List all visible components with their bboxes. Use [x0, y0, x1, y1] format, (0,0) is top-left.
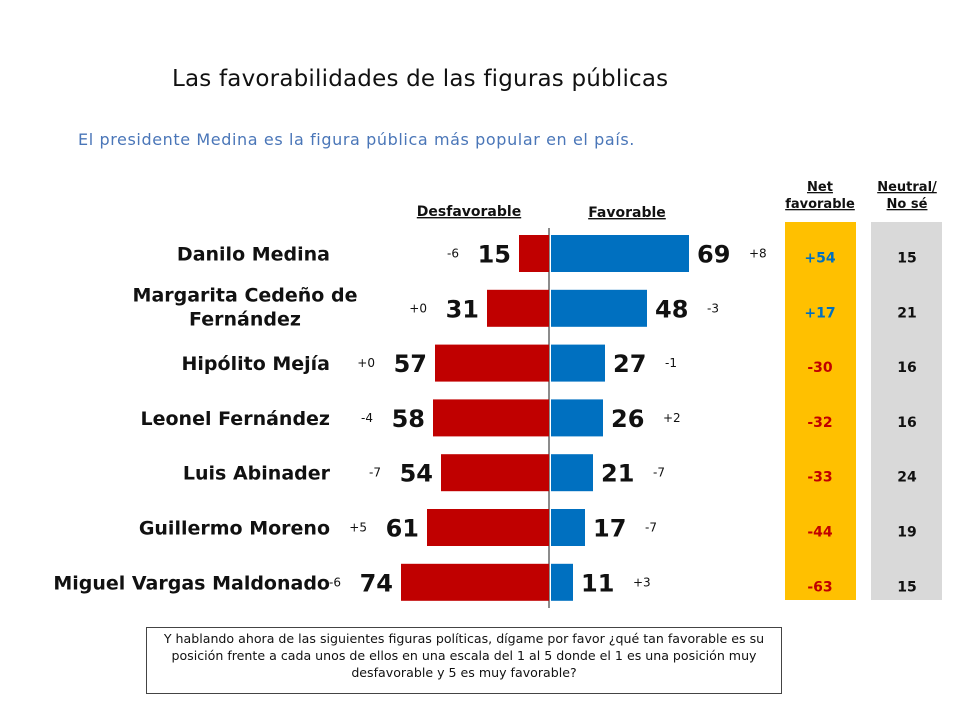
candidate-name: Hipólito Mejía — [182, 353, 330, 375]
candidate-name: Miguel Vargas Maldonado — [53, 572, 330, 594]
change-unfavorable: -6 — [447, 247, 459, 261]
change-unfavorable: -4 — [361, 411, 373, 425]
candidate-name-line: Leonel Fernández — [141, 408, 330, 430]
bar-favorable — [551, 344, 605, 382]
value-unfavorable: 54 — [400, 460, 433, 488]
net-favorable-value: +54 — [804, 251, 835, 267]
value-favorable: 26 — [611, 405, 644, 433]
neutral-value: 15 — [897, 251, 916, 267]
candidate-name-line: Fernández — [189, 308, 301, 330]
column-headers: Desfavorable Favorable Net favorable Neutral… — [417, 180, 937, 221]
bar-favorable — [551, 399, 603, 437]
candidate-name: Leonel Fernández — [141, 408, 330, 430]
candidate-name: Guillermo Moreno — [139, 518, 330, 540]
value-favorable: 11 — [581, 569, 614, 597]
chart-row: Margarita Cedeño de Fernández 31 +0 48 -3 +17 2… — [133, 284, 917, 330]
header-favorable: Favorable — [588, 205, 666, 221]
header-neutral-line: No sé — [887, 197, 928, 212]
change-favorable: +8 — [749, 247, 767, 261]
change-favorable: -7 — [645, 521, 657, 535]
bar-unfavorable — [435, 344, 549, 382]
chart-row: Luis Abinader 54 -7 21 -7 -33 24 — [183, 454, 917, 492]
change-unfavorable: +5 — [349, 521, 367, 535]
value-unfavorable: 31 — [446, 295, 479, 323]
bar-unfavorable — [433, 399, 549, 437]
question-footnote: Y hablando ahora de las siguientes figur… — [146, 627, 782, 694]
neutral-value: 16 — [897, 360, 916, 376]
value-favorable: 21 — [601, 460, 634, 488]
candidate-name-line: Luis Abinader — [183, 463, 331, 485]
chart-row: Hipólito Mejía 57 +0 27 -1 -30 16 — [182, 344, 917, 382]
neutral-value: 24 — [897, 470, 917, 486]
chart-row: Miguel Vargas Maldonado 74 -6 11 +3 -63 15 — [53, 563, 917, 601]
value-unfavorable: 57 — [394, 350, 427, 378]
change-unfavorable: +0 — [409, 301, 427, 315]
neutral-panel — [871, 222, 942, 600]
change-favorable: -3 — [707, 301, 719, 315]
candidate-name-line: Miguel Vargas Maldonado — [53, 572, 330, 594]
change-favorable: +2 — [663, 411, 681, 425]
candidate-name: Luis Abinader — [183, 463, 331, 485]
bar-favorable — [551, 289, 647, 327]
side-panels — [785, 222, 942, 600]
candidate-name-line: Margarita Cedeño de — [133, 284, 358, 306]
chart-subtitle: El presidente Medina es la figura públic… — [78, 130, 635, 149]
header-net-favorable: Net favorable — [785, 180, 855, 212]
bar-favorable — [551, 454, 593, 492]
change-favorable: -1 — [665, 356, 677, 370]
neutral-value: 19 — [897, 525, 916, 541]
value-unfavorable: 61 — [386, 515, 419, 543]
chart-title: Las favorabilidades de las figuras públi… — [172, 66, 669, 92]
change-unfavorable: -7 — [369, 466, 381, 480]
change-favorable: +3 — [633, 575, 651, 589]
candidate-name: Danilo Medina — [177, 244, 330, 266]
header-neutral: Neutral/No sé — [877, 180, 937, 212]
header-net-line: favorable — [785, 197, 855, 212]
net-panel — [785, 222, 856, 600]
bar-unfavorable — [441, 454, 549, 492]
net-favorable-value: -32 — [807, 415, 832, 431]
bar-unfavorable — [427, 509, 549, 546]
bar-favorable — [551, 563, 573, 601]
net-favorable-value: -63 — [807, 579, 832, 595]
header-net-line: Net — [807, 180, 833, 195]
candidate-name: Margarita Cedeño de Fernández — [133, 284, 358, 330]
net-favorable-value: -33 — [807, 470, 832, 486]
chart-row: Guillermo Moreno 61 +5 17 -7 -44 19 — [139, 509, 917, 546]
candidate-name-line: Guillermo Moreno — [139, 518, 330, 540]
change-unfavorable: +0 — [357, 356, 375, 370]
bar-unfavorable — [401, 563, 549, 601]
value-favorable: 27 — [613, 350, 646, 378]
bar-unfavorable — [519, 235, 549, 272]
chart-row: Danilo Medina 15 -6 69 +8 +54 15 — [177, 235, 917, 272]
value-favorable: 69 — [697, 241, 730, 269]
change-unfavorable: -6 — [329, 575, 341, 589]
chart-row: Leonel Fernández 58 -4 26 +2 -32 16 — [141, 399, 917, 437]
value-unfavorable: 74 — [360, 569, 393, 597]
neutral-value: 16 — [897, 415, 916, 431]
chart-rows: Danilo Medina 15 -6 69 +8 +54 15 Margarita Cede… — [53, 235, 917, 601]
neutral-value: 15 — [897, 579, 916, 595]
value-favorable: 17 — [593, 515, 626, 543]
bar-unfavorable — [487, 289, 549, 327]
net-favorable-value: +17 — [804, 305, 835, 321]
header-unfavorable: Desfavorable — [417, 204, 521, 220]
net-favorable-value: -30 — [807, 360, 833, 376]
value-unfavorable: 15 — [478, 241, 511, 269]
candidate-name-line: Danilo Medina — [177, 244, 330, 266]
neutral-value: 21 — [897, 305, 916, 321]
bar-favorable — [551, 235, 689, 272]
favorability-chart: Desfavorable Favorable Net favorable Neutral… — [53, 180, 942, 608]
value-unfavorable: 58 — [392, 405, 425, 433]
net-favorable-value: -44 — [807, 525, 833, 541]
change-favorable: -7 — [653, 466, 665, 480]
value-favorable: 48 — [655, 295, 688, 323]
bar-favorable — [551, 509, 585, 546]
candidate-name-line: Hipólito Mejía — [182, 353, 330, 375]
header-neutral-line: Neutral/ — [877, 180, 937, 195]
